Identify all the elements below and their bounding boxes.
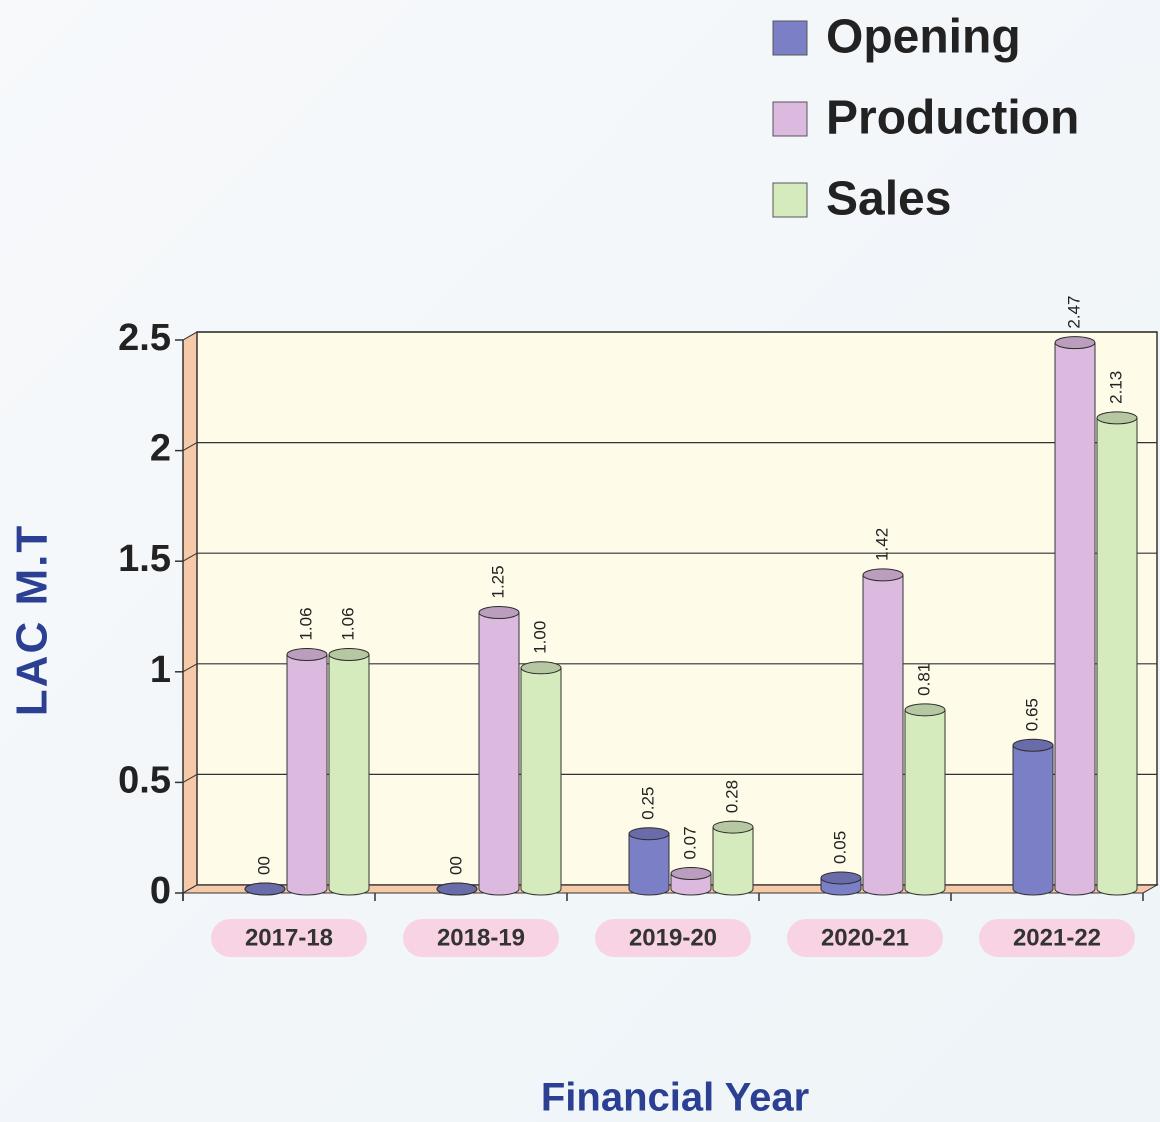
value-label: 0.07	[680, 826, 699, 859]
bar	[1013, 745, 1053, 889]
bar	[863, 574, 903, 889]
y-axis-title: LAC M.T	[8, 524, 57, 716]
value-label: 0.65	[1022, 698, 1041, 731]
value-label: 00	[254, 856, 273, 875]
y-tick-label: 0	[150, 870, 171, 912]
bar	[713, 827, 753, 889]
bar	[629, 833, 669, 889]
grid-line-wall	[182, 884, 198, 894]
x-tick-label: 2018-19	[437, 924, 525, 951]
y-tick-label: 2.5	[118, 317, 171, 359]
bar-top	[1054, 336, 1096, 350]
legend-label: Opening	[826, 11, 1021, 64]
bar-top	[712, 820, 754, 834]
value-label: 0.81	[914, 663, 933, 696]
x-tick-label: 2020-21	[821, 924, 909, 951]
bar	[521, 667, 561, 889]
x-tick-label: 2019-20	[629, 924, 717, 951]
category-pill	[595, 919, 751, 957]
grid-line-wall	[182, 331, 198, 341]
value-label: 2.13	[1106, 371, 1125, 404]
bar-top	[1096, 411, 1138, 425]
legend-label: Sales	[826, 173, 951, 226]
bar-top	[478, 606, 520, 619]
x-tick-label: 2021-22	[1013, 924, 1101, 951]
bar	[1055, 342, 1095, 889]
bar-top	[520, 661, 562, 675]
bar-top	[904, 703, 946, 717]
legend-swatch	[772, 182, 808, 218]
value-label: 1.42	[872, 528, 891, 561]
bar	[329, 654, 369, 889]
category-pill	[403, 919, 559, 957]
value-label: 1.06	[338, 607, 357, 640]
bar-top	[862, 568, 904, 582]
grid-line-wall	[182, 663, 198, 673]
bar-top	[286, 648, 328, 662]
value-label: 1.25	[488, 565, 507, 598]
y-tick-label: 2	[150, 428, 171, 470]
legend-swatch	[772, 20, 808, 56]
legend-swatch	[772, 101, 808, 137]
legend-label: Production	[826, 92, 1079, 145]
value-label: 00	[446, 856, 465, 875]
value-label: 0.05	[830, 831, 849, 864]
value-label: 1.00	[530, 621, 549, 654]
value-label: 0.28	[722, 780, 741, 813]
grid-line-wall	[182, 773, 198, 783]
bar-top	[244, 882, 286, 896]
bar	[905, 709, 945, 889]
bar-top	[628, 827, 670, 841]
left-wall	[182, 331, 198, 894]
value-label: 1.06	[296, 607, 315, 640]
category-pill	[979, 919, 1135, 957]
bar-top	[328, 648, 370, 662]
category-pill	[787, 919, 943, 957]
grid-line-wall	[182, 442, 198, 452]
x-axis-title: Financial Year	[541, 1076, 809, 1120]
bar	[1097, 417, 1137, 889]
y-tick-label: 1.5	[118, 538, 171, 580]
value-label: 0.25	[638, 787, 657, 820]
y-tick-label: 0.5	[118, 759, 171, 801]
bar-top	[436, 882, 478, 896]
value-label: 2.47	[1064, 296, 1083, 329]
bar-top	[820, 871, 862, 885]
grid-line-wall	[182, 552, 198, 562]
x-tick-label: 2017-18	[245, 924, 333, 951]
bar-top	[1012, 738, 1054, 752]
category-pill	[211, 919, 367, 957]
y-tick-label: 1	[150, 649, 171, 691]
bar-top	[670, 867, 712, 881]
bar	[479, 612, 519, 889]
bar	[287, 654, 327, 889]
